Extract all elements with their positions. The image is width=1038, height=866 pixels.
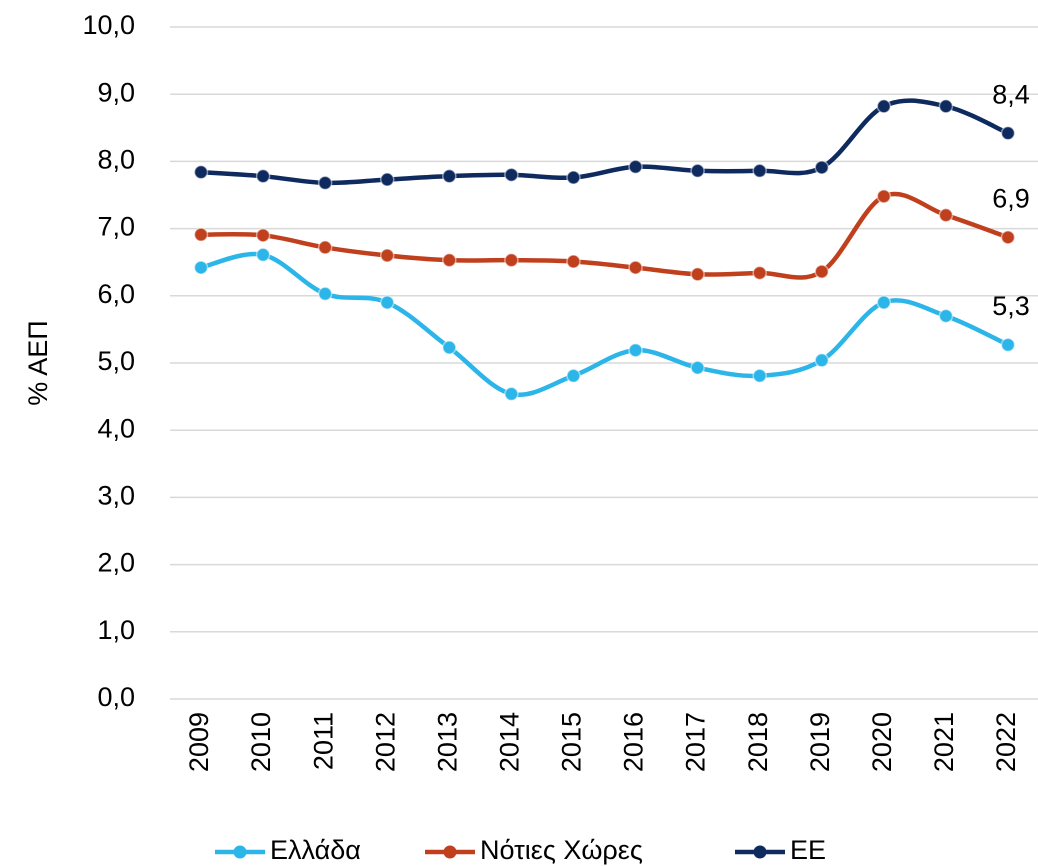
point (752, 265, 767, 281)
point (317, 175, 333, 191)
point (1000, 230, 1016, 245)
point (628, 260, 643, 275)
legend-marker (753, 845, 767, 859)
point (317, 240, 333, 255)
y-tick-label: 7,0 (97, 212, 135, 242)
point (566, 170, 581, 185)
point (442, 168, 457, 184)
y-tick-label: 2,0 (97, 548, 135, 578)
y-tick-label: 0,0 (97, 682, 135, 712)
point (504, 167, 519, 183)
point (566, 254, 581, 269)
point (1000, 337, 1016, 353)
x-tick-label: 2009 (184, 712, 214, 772)
point (255, 247, 271, 263)
point (814, 160, 830, 175)
point (504, 252, 519, 268)
point (255, 228, 271, 243)
x-tick-label: 2013 (432, 712, 462, 772)
point (379, 295, 395, 310)
y-tick-label: 1,0 (97, 615, 135, 645)
x-tick-label: 2012 (370, 712, 400, 772)
point (938, 99, 954, 114)
x-tick-label: 2010 (246, 712, 276, 772)
point (442, 252, 457, 268)
point (566, 368, 581, 384)
y-tick-label: 9,0 (97, 77, 135, 107)
point (628, 159, 643, 175)
point (628, 342, 643, 358)
point (814, 353, 830, 368)
point (504, 386, 519, 402)
x-tick-label: 2018 (743, 712, 773, 772)
y-tick-label: 4,0 (97, 413, 135, 443)
point (690, 267, 705, 282)
x-tick-label: 2017 (681, 712, 711, 772)
point (690, 163, 705, 179)
point (752, 368, 767, 384)
data-label: 5,3 (992, 291, 1030, 321)
y-tick-label: 8,0 (97, 145, 135, 175)
y-axis-title: % ΑΕΠ (23, 320, 53, 406)
point (442, 340, 457, 355)
point (193, 164, 209, 180)
point (876, 99, 892, 114)
x-tick-label: 2011 (308, 712, 338, 770)
point (255, 168, 271, 184)
y-tick-label: 3,0 (97, 481, 135, 511)
point (379, 248, 395, 263)
legend-marker (443, 845, 457, 859)
series-line (200, 98, 1009, 186)
point (814, 264, 830, 279)
legend-marker (233, 845, 247, 859)
point (938, 308, 954, 324)
series-line (200, 191, 1009, 280)
x-tick-label: 2014 (495, 712, 525, 772)
data-label: 8,4 (992, 79, 1030, 109)
x-tick-label: 2019 (805, 712, 835, 772)
point (876, 295, 892, 310)
legend-label: ΕΕ (790, 835, 826, 865)
point (752, 163, 767, 179)
x-tick-label: 2015 (557, 712, 587, 772)
point (1000, 125, 1016, 141)
x-tick-label: 2022 (991, 712, 1021, 772)
point (876, 189, 892, 204)
x-tick-label: 2020 (867, 712, 897, 772)
x-tick-label: 2021 (929, 712, 959, 772)
point (938, 207, 954, 223)
series-line (200, 251, 1009, 398)
y-tick-label: 10,0 (82, 10, 135, 40)
point (379, 172, 395, 187)
y-tick-label: 5,0 (97, 346, 135, 376)
x-tick-label: 2016 (619, 712, 649, 772)
point (193, 260, 209, 275)
legend-label: Νότιες Χώρες (480, 835, 643, 865)
legend-label: Ελλάδα (270, 835, 361, 865)
data-label: 6,9 (992, 183, 1030, 213)
point (690, 360, 705, 375)
y-tick-label: 6,0 (97, 279, 135, 309)
point (317, 286, 333, 302)
point (193, 227, 209, 242)
